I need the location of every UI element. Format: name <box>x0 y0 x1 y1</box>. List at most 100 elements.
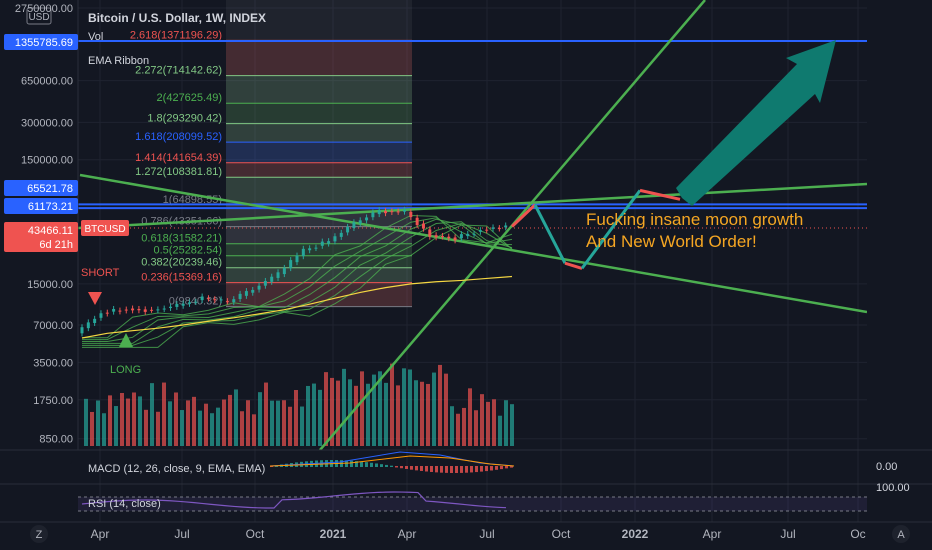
short-signal: SHORT <box>81 267 120 305</box>
moving-average-line <box>81 275 513 339</box>
volume-bar <box>426 383 430 446</box>
macd-histogram-bar <box>480 466 483 472</box>
volume-bar <box>144 409 148 446</box>
volume-bar <box>510 404 514 446</box>
volume-bar <box>156 411 160 446</box>
price-badge <box>4 34 78 50</box>
volume-bar <box>408 369 412 446</box>
fib-level-label: 1.414(141654.39) <box>135 152 222 164</box>
fibonacci-extension[interactable]: 2.618(1371196.29) 2.272(714142.62) 2(42762… <box>130 0 412 308</box>
macd-histogram-bar <box>505 466 508 469</box>
candle-body <box>263 280 267 286</box>
candle-body <box>472 233 476 235</box>
macd-histogram-bar <box>360 461 363 467</box>
volume-bar <box>396 385 400 446</box>
volume-bar <box>348 379 352 446</box>
rsi-label[interactable]: RSI (14, close) <box>88 498 161 510</box>
projection-path[interactable] <box>510 188 681 270</box>
price-badge <box>4 198 78 214</box>
macd-histogram-bar <box>380 464 383 467</box>
candle-body <box>301 248 305 257</box>
volume-bar <box>132 392 136 446</box>
candle-body <box>339 232 343 237</box>
price-tick-label: 2750000.00 <box>15 3 73 15</box>
volume-bar <box>384 382 388 446</box>
macd-histogram-bar <box>350 460 353 467</box>
candle-body <box>327 241 331 244</box>
fib-level-label: 1.618(208099.52) <box>135 131 222 143</box>
candle-body <box>194 301 198 303</box>
volume-bar <box>252 414 256 446</box>
moon-arrow-icon[interactable] <box>676 40 836 206</box>
candle-body <box>440 235 444 237</box>
candle-body <box>314 247 318 249</box>
volume-bar <box>492 399 496 446</box>
macd-label[interactable]: MACD (12, 26, close, 9, EMA, EMA) <box>88 463 265 475</box>
time-tick-label: Jul <box>780 527 795 541</box>
projection-segment[interactable] <box>533 204 567 264</box>
auto-scale-label[interactable]: A <box>897 529 905 541</box>
candle-body <box>206 298 210 300</box>
price-tick-label: 15000.00 <box>27 279 73 291</box>
macd-histogram-bar <box>450 466 453 473</box>
volume-bar <box>366 383 370 446</box>
candle-body <box>491 227 495 229</box>
trend-line[interactable] <box>77 182 867 230</box>
ema-ribbon-label[interactable]: EMA Ribbon <box>88 55 149 67</box>
macd-histogram-bar <box>365 462 368 467</box>
projection-segment[interactable] <box>639 188 681 201</box>
time-axis[interactable]: Apr Jul Oct 2021 Apr Jul Oct 2022 Apr Jul Oc Z A <box>0 521 932 543</box>
candle-body <box>225 301 229 303</box>
volume-bar <box>318 389 322 446</box>
candle-body <box>219 299 223 301</box>
volume-bar <box>456 413 460 446</box>
projection-segment[interactable] <box>580 189 642 270</box>
macd-histogram-bar <box>420 466 423 471</box>
candle-body <box>124 309 128 311</box>
candle-body <box>365 217 369 221</box>
candle-body <box>447 236 451 239</box>
volume-bar <box>504 400 508 446</box>
volume-bar <box>432 372 436 446</box>
candle-body <box>200 296 204 301</box>
candle-body <box>409 211 413 218</box>
volume-bar <box>90 411 94 446</box>
timezone-icon[interactable] <box>30 525 48 543</box>
candle-body <box>504 225 508 228</box>
candle-body <box>434 235 438 238</box>
candle-body <box>213 299 217 301</box>
fib-level-label: 2(427625.49) <box>157 92 222 104</box>
volume-bar <box>438 364 442 446</box>
macd-line <box>269 451 515 467</box>
timezone-label[interactable]: Z <box>36 529 43 541</box>
candle-body <box>346 226 350 233</box>
currency-label[interactable]: USD <box>28 12 49 23</box>
projection-segment[interactable] <box>510 203 537 228</box>
candle-body <box>181 303 185 306</box>
vol-label[interactable]: Vol <box>88 31 103 43</box>
candle-body <box>390 211 394 213</box>
volume-bar <box>342 368 346 446</box>
volume-bar <box>162 382 166 446</box>
volume-bar <box>186 400 190 446</box>
volume-bar <box>258 392 262 446</box>
rsi-pane[interactable]: RSI (14, close) 100.00 <box>78 482 910 512</box>
candle-body <box>371 212 375 218</box>
price-tick-label: 7000.00 <box>33 320 73 332</box>
candle-body <box>333 236 337 242</box>
candle-body <box>428 229 432 237</box>
projection-segment[interactable] <box>564 261 583 270</box>
macd-histogram-bar <box>435 466 438 473</box>
candle-body <box>131 308 135 311</box>
ema-line <box>82 224 513 348</box>
macd-histogram-bar <box>460 466 463 473</box>
volume-bar <box>294 389 298 446</box>
price-axis[interactable]: USD 2750000.00 650000.00 300000.00 150000.0… <box>0 0 79 450</box>
macd-pane[interactable]: MACD (12, 26, close, 9, EMA, EMA) 0.00 <box>0 449 932 485</box>
volume-bar <box>138 396 142 446</box>
symbol-title[interactable]: Bitcoin / U.S. Dollar, 1W, INDEX <box>88 11 266 25</box>
auto-scale-icon[interactable] <box>892 525 910 543</box>
trend-line[interactable] <box>79 173 867 314</box>
price-badge-value: 65521.78 <box>27 183 73 195</box>
